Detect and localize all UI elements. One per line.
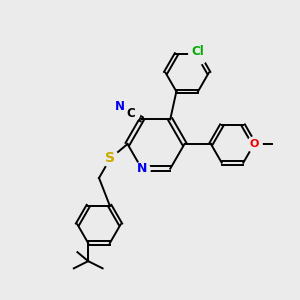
Text: Cl: Cl <box>192 45 204 58</box>
Text: S: S <box>105 152 115 166</box>
Text: C: C <box>127 106 135 119</box>
Text: N: N <box>115 100 125 113</box>
Text: O: O <box>249 139 259 149</box>
Text: N: N <box>136 162 147 175</box>
